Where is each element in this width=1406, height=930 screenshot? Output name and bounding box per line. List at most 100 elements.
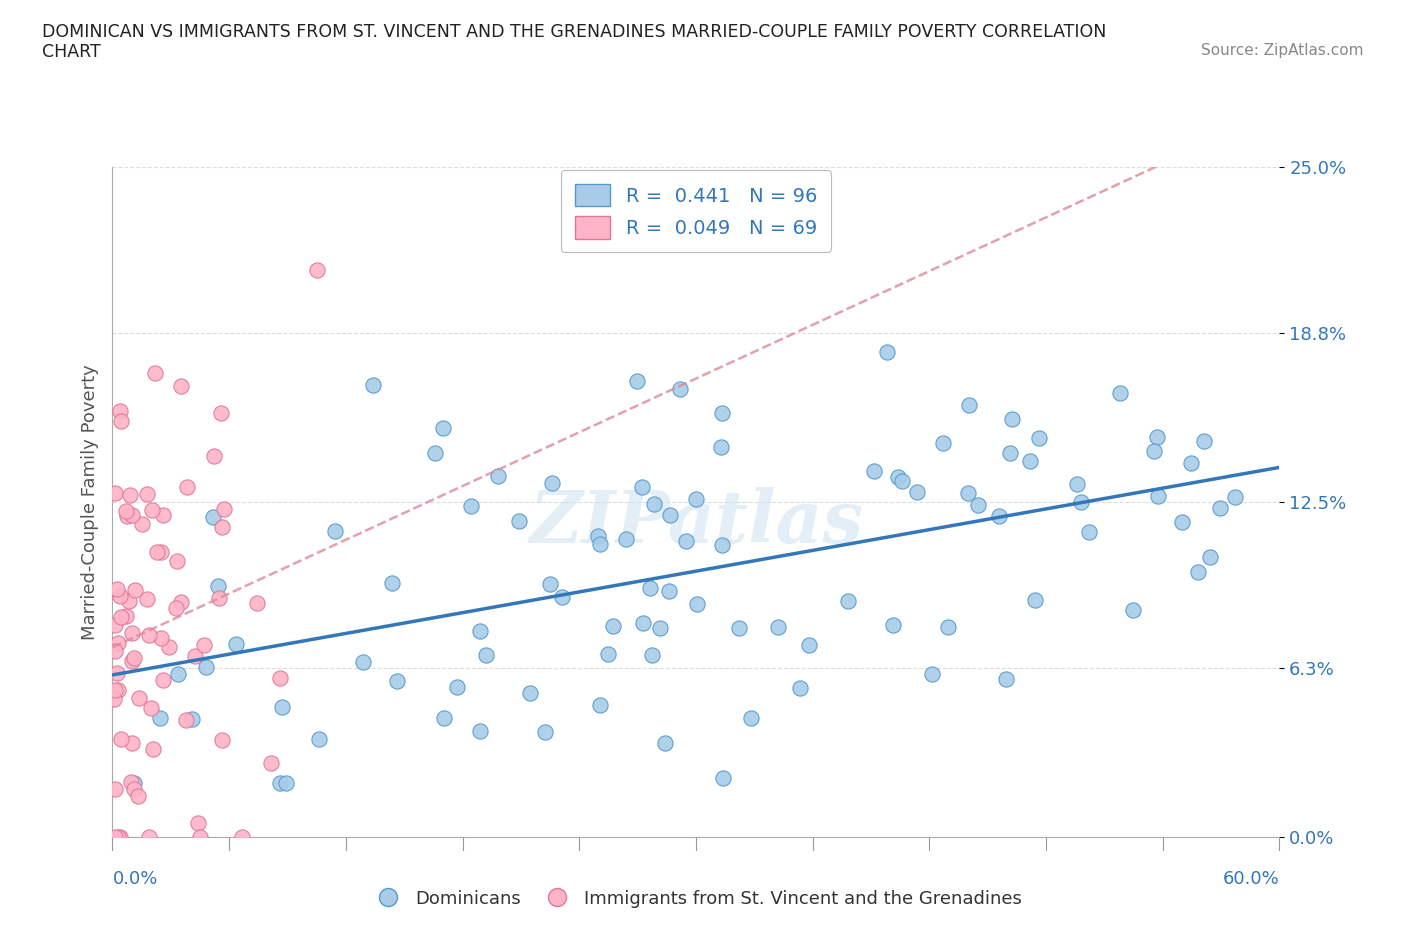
Point [598, 646, 620, 661]
Point [654, 736, 676, 751]
Point [956, 485, 979, 500]
Point [128, 691, 150, 706]
Point [138, 628, 160, 643]
Point [1019, 454, 1042, 469]
Point [104, 485, 127, 500]
Point [905, 485, 928, 499]
Point [675, 534, 697, 549]
Point [659, 508, 682, 523]
Point [176, 479, 198, 494]
Point [638, 580, 661, 595]
Point [640, 647, 662, 662]
Point [260, 755, 283, 770]
Point [538, 577, 561, 591]
Text: 0.0%: 0.0% [112, 870, 157, 887]
Point [271, 699, 294, 714]
Point [110, 732, 132, 747]
Point [104, 683, 127, 698]
Point [121, 626, 143, 641]
Point [107, 830, 129, 844]
Point [460, 498, 482, 513]
Point [202, 449, 225, 464]
Point [799, 638, 821, 653]
Point [837, 593, 859, 608]
Point [149, 711, 172, 725]
Point [995, 671, 1018, 686]
Point [586, 529, 609, 544]
Point [307, 262, 329, 277]
Point [269, 776, 291, 790]
Point [713, 771, 735, 786]
Point [104, 782, 127, 797]
Point [211, 733, 233, 748]
Point [169, 594, 191, 609]
Point [891, 474, 914, 489]
Point [104, 830, 127, 844]
Point [766, 620, 789, 635]
Point [1147, 488, 1170, 503]
Point [932, 436, 955, 451]
Point [740, 711, 762, 725]
Point [208, 591, 231, 605]
Point [1108, 386, 1130, 401]
Point [1187, 565, 1209, 579]
Point [115, 509, 138, 524]
Point [626, 374, 648, 389]
Point [967, 498, 990, 512]
Point [1146, 430, 1168, 445]
Point [110, 404, 132, 418]
Point [475, 648, 498, 663]
Point [789, 681, 811, 696]
Point [141, 502, 163, 517]
Point [936, 619, 959, 634]
Point [110, 413, 132, 428]
Point [1209, 500, 1232, 515]
Point [887, 469, 910, 484]
Point [616, 532, 638, 547]
Point [1078, 525, 1101, 539]
Point [231, 830, 253, 844]
Point [711, 405, 734, 420]
Point [131, 517, 153, 532]
Point [385, 673, 408, 688]
Point [1180, 456, 1202, 471]
Point [149, 631, 172, 645]
Point [486, 469, 509, 484]
Point [121, 736, 143, 751]
Point [195, 659, 218, 674]
Point [107, 683, 129, 698]
Point [105, 665, 128, 680]
Y-axis label: Married-Couple Family Poverty: Married-Couple Family Poverty [80, 365, 98, 640]
Point [648, 620, 671, 635]
Point [118, 593, 141, 608]
Point [108, 830, 131, 844]
Point [470, 724, 492, 738]
Point [143, 365, 166, 380]
Point [225, 636, 247, 651]
Point [166, 666, 188, 681]
Point [212, 501, 235, 516]
Point [325, 524, 347, 538]
Text: ZIPatlas: ZIPatlas [529, 486, 863, 558]
Point [957, 398, 980, 413]
Point [589, 537, 612, 551]
Point [121, 653, 143, 668]
Point [188, 830, 211, 844]
Point [103, 692, 125, 707]
Text: Source: ZipAtlas.com: Source: ZipAtlas.com [1201, 43, 1364, 58]
Point [211, 520, 233, 535]
Point [1198, 550, 1220, 565]
Point [686, 596, 709, 611]
Point [1143, 444, 1166, 458]
Point [1122, 603, 1144, 618]
Point [136, 591, 159, 606]
Point [170, 379, 193, 394]
Point [107, 636, 129, 651]
Point [110, 609, 132, 624]
Point [136, 486, 159, 501]
Point [541, 475, 564, 490]
Point [1001, 412, 1024, 427]
Point [115, 504, 138, 519]
Point [122, 651, 145, 666]
Point [631, 480, 654, 495]
